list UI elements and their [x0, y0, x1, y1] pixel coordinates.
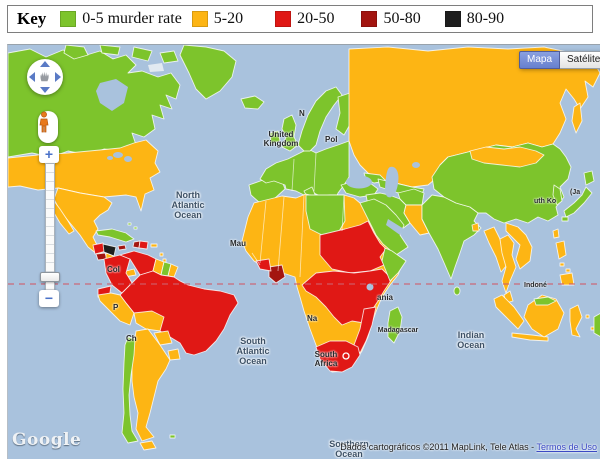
- bahamas-island[interactable]: [127, 222, 132, 226]
- japan-kyushu[interactable]: [561, 216, 569, 222]
- map-attribution: Dados cartográficos ©2011 MapLink, Tele …: [340, 442, 597, 452]
- country-mongolia[interactable]: [469, 146, 545, 168]
- legend-swatch-orange: [191, 11, 208, 27]
- region-central-europe[interactable]: [259, 140, 350, 208]
- moluccas-island[interactable]: [585, 314, 590, 319]
- country-bolivia[interactable]: [133, 310, 165, 332]
- pan-down-arrow[interactable]: [40, 87, 50, 93]
- country-mozambique[interactable]: [353, 306, 377, 354]
- country-jamaica[interactable]: [117, 244, 127, 251]
- pan-up-arrow[interactable]: [40, 61, 50, 67]
- country-south-korea[interactable]: [552, 184, 563, 206]
- legend-swatch-red: [275, 11, 292, 27]
- region-vietnam-laos[interactable]: [505, 222, 533, 270]
- philippines-island[interactable]: [565, 268, 571, 273]
- world-map-canvas[interactable]: North Atlantic Ocean South Atlantic Ocea…: [7, 44, 600, 459]
- country-chile[interactable]: [121, 336, 139, 444]
- legend-swatch-black: [444, 11, 461, 27]
- country-paraguay[interactable]: [153, 330, 173, 346]
- region-sudan-chad[interactable]: [319, 220, 387, 274]
- street-view-pegman[interactable]: [38, 111, 58, 143]
- country-ireland[interactable]: [269, 130, 281, 145]
- zoom-in-button[interactable]: +: [39, 146, 59, 163]
- country-great-britain[interactable]: [281, 114, 299, 152]
- country-uruguay[interactable]: [167, 348, 181, 361]
- island-sulawesi[interactable]: [569, 304, 583, 338]
- antilles-island[interactable]: [159, 252, 164, 257]
- satellite-button[interactable]: Satélite: [560, 51, 600, 69]
- philippines-island[interactable]: [559, 262, 565, 267]
- country-madagascar[interactable]: [387, 306, 403, 344]
- island-new-guinea[interactable]: [593, 313, 600, 337]
- country-peru[interactable]: [97, 292, 135, 326]
- arctic-island[interactable]: [131, 46, 153, 62]
- borneo-malaysia-strip[interactable]: [533, 296, 557, 306]
- inland-waters: [96, 79, 420, 291]
- country-cuba[interactable]: [95, 228, 135, 243]
- legend-item-5-20: 5-20: [191, 10, 244, 28]
- legend-label: 80-90: [466, 10, 505, 27]
- island-java[interactable]: [511, 332, 549, 342]
- country-south-africa[interactable]: [315, 340, 361, 373]
- arctic-island[interactable]: [99, 45, 121, 56]
- country-puerto-rico[interactable]: [150, 243, 158, 248]
- falkland-islands[interactable]: [169, 434, 176, 439]
- country-lesotho[interactable]: [342, 352, 350, 360]
- legend-label: 0-5 murder rate: [82, 10, 182, 27]
- pegman-icon: [39, 111, 49, 133]
- pan-right-arrow[interactable]: [55, 72, 61, 82]
- attribution-text: Dados cartográficos ©2011 MapLink, Tele …: [340, 442, 535, 452]
- country-somalia[interactable]: [381, 247, 407, 282]
- map-type-switcher: Mapa Satélite: [519, 51, 600, 69]
- zoom-out-button[interactable]: −: [39, 290, 59, 307]
- legend-item-80-90: 80-90: [444, 10, 505, 28]
- legend-label: 50-80: [383, 10, 421, 27]
- world-map[interactable]: [8, 45, 600, 459]
- country-greenland[interactable]: [179, 45, 237, 100]
- arctic-island[interactable]: [159, 50, 179, 64]
- country-bangladesh[interactable]: [471, 222, 480, 232]
- country-taiwan[interactable]: [552, 228, 560, 239]
- legend-label: 20-50: [297, 10, 335, 27]
- island-borneo[interactable]: [523, 294, 565, 338]
- terms-of-use-link[interactable]: Termos de Uso: [536, 442, 597, 452]
- country-libya[interactable]: [305, 194, 346, 236]
- philippines-mindanao[interactable]: [559, 272, 575, 286]
- legend-swatch-green: [60, 11, 77, 27]
- arctic-island[interactable]: [63, 45, 89, 60]
- country-borders: [251, 152, 345, 278]
- legend-item-0-5: 0-5 murder rate: [60, 10, 182, 28]
- country-cote-divoire[interactable]: [268, 264, 286, 284]
- region-scandinavia[interactable]: [297, 86, 343, 152]
- country-thailand[interactable]: [499, 234, 517, 294]
- island-sumatra[interactable]: [493, 294, 525, 330]
- japan-hokkaido[interactable]: [583, 170, 595, 186]
- philippines-luzon[interactable]: [555, 240, 567, 260]
- pan-left-arrow[interactable]: [29, 72, 35, 82]
- bahamas-island[interactable]: [133, 226, 138, 230]
- map-button[interactable]: Mapa: [519, 51, 561, 69]
- country-dominican-republic[interactable]: [138, 240, 149, 250]
- sakhalin[interactable]: [571, 102, 583, 134]
- pan-control[interactable]: [27, 59, 63, 95]
- country-sri-lanka[interactable]: [453, 286, 461, 296]
- country-guinea[interactable]: [255, 258, 272, 272]
- legend-swatch-darkred: [361, 11, 378, 27]
- legend-label: 5-20: [213, 10, 244, 27]
- zoom-slider-handle[interactable]: [40, 272, 60, 282]
- tierra-del-fuego[interactable]: [139, 440, 157, 451]
- country-iceland[interactable]: [240, 95, 265, 110]
- legend-item-20-50: 20-50: [275, 10, 334, 28]
- legend-bar: Key 0-5 murder rate 5-20 20-50 50-80 80-…: [7, 5, 593, 33]
- google-logo[interactable]: Google: [12, 430, 82, 450]
- japan-honshu[interactable]: [563, 186, 593, 218]
- legend-title: Key: [17, 9, 47, 28]
- country-argentina[interactable]: [131, 328, 171, 442]
- legend-item-50-80: 50-80: [361, 10, 421, 28]
